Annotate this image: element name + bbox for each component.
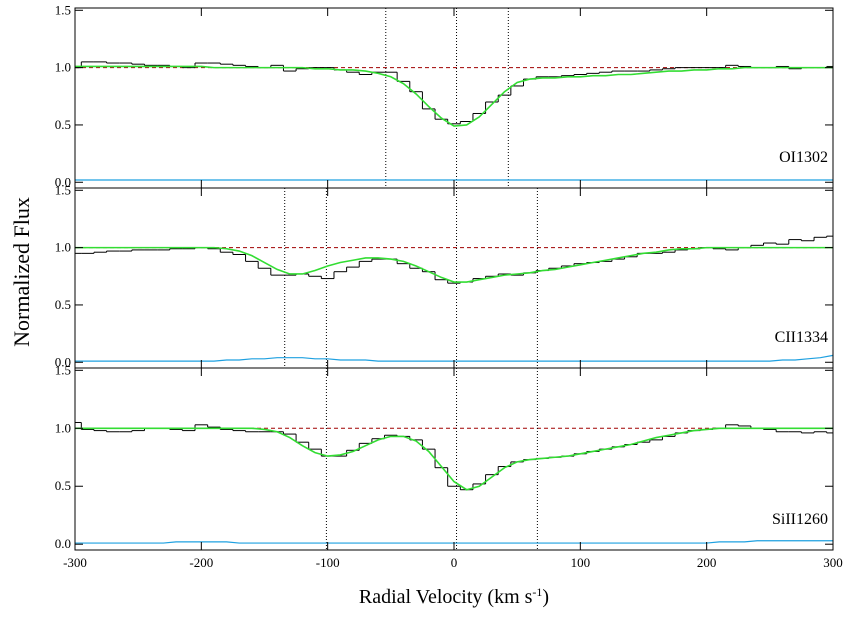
x-tick-label: 300: [823, 555, 843, 570]
y-tick-label: 0.0: [55, 354, 71, 369]
y-tick-label: 1.0: [55, 240, 71, 255]
x-tick-label: 200: [697, 555, 717, 570]
x-tick-label: 100: [571, 555, 591, 570]
x-axis-label: Radial Velocity (km s-1): [359, 585, 549, 608]
y-tick-label: 0.5: [55, 117, 71, 132]
y-axis-label: Normalized Flux: [9, 197, 34, 347]
step-connector: [80, 422, 828, 490]
y-tick-label: 1.0: [55, 60, 71, 75]
model-line: [75, 65, 833, 127]
panel-frame: [74, 367, 834, 551]
y-tick-label: 0.0: [55, 536, 71, 551]
x-axis-label-text: Radial Velocity (km s: [359, 586, 533, 608]
x-axis-label-exponent: -1: [532, 585, 542, 599]
line-label: OI1302: [779, 149, 828, 166]
y-tick-label: 0.0: [55, 174, 71, 189]
y-tick-label: 1.5: [55, 182, 71, 197]
model-line: [75, 246, 833, 283]
y-tick-label: 1.0: [55, 420, 71, 435]
x-tick-label: -100: [316, 555, 340, 570]
x-tick-label: -300: [63, 555, 87, 570]
line-label: CII1334: [775, 329, 828, 346]
x-tick-label: -200: [189, 555, 213, 570]
x-tick-label: 0: [451, 555, 458, 570]
step-connector: [80, 61, 828, 124]
panel-frame: [74, 7, 834, 189]
line-label: SiII1260: [772, 511, 828, 528]
x-axis-label-close: ): [542, 586, 549, 608]
y-tick-label: 0.5: [55, 478, 71, 493]
step-connector: [93, 236, 828, 284]
y-tick-label: 1.5: [55, 362, 71, 377]
y-tick-label: 0.5: [55, 297, 71, 312]
model-line: [75, 427, 833, 491]
panel-frame: [74, 187, 834, 369]
y-tick-label: 1.5: [55, 2, 71, 17]
